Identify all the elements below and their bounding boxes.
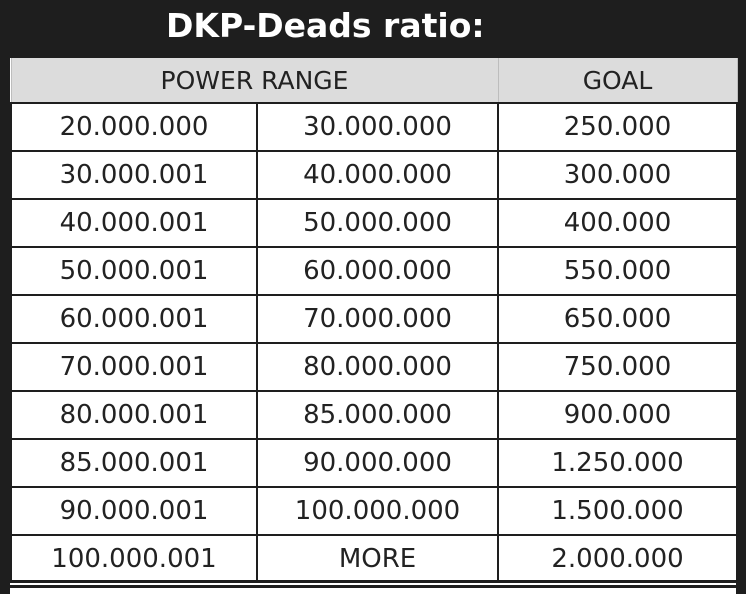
range-from-cell: 90.000.001 xyxy=(10,486,258,536)
dkp-ratio-image: DKP-Deads ratio: POWER RANGE GOAL 20.000… xyxy=(6,0,739,594)
goal-cell: 300.000 xyxy=(497,150,739,200)
ratio-table-container: POWER RANGE GOAL 20.000.000 30.000.000 2… xyxy=(10,58,739,594)
range-to-cell: 90.000.000 xyxy=(255,438,500,488)
range-to-cell: 60.000.000 xyxy=(255,246,500,296)
table-row: 90.000.001 100.000.000 1.500.000 xyxy=(10,486,739,536)
goal-cell: 1.250.000 xyxy=(497,438,739,488)
range-from-cell: 85.000.001 xyxy=(10,438,258,488)
goal-cell: 1.500.000 xyxy=(497,486,739,536)
table-header-row: POWER RANGE GOAL xyxy=(10,58,738,104)
table-row: 20.000.000 30.000.000 250.000 xyxy=(10,102,739,152)
table-row: 30.000.001 40.000.000 300.000 xyxy=(10,150,739,200)
range-to-cell: 70.000.000 xyxy=(255,294,500,344)
goal-cell: 550.000 xyxy=(497,246,739,296)
header-goal: GOAL xyxy=(497,58,738,104)
title-bar: DKP-Deads ratio: xyxy=(6,0,738,58)
range-to-cell: 80.000.000 xyxy=(255,342,500,392)
range-from-cell: 70.000.001 xyxy=(10,342,258,392)
goal-cell: 400.000 xyxy=(497,198,739,248)
table-row: 80.000.001 85.000.000 900.000 xyxy=(10,390,739,440)
ratio-table: POWER RANGE GOAL 20.000.000 30.000.000 2… xyxy=(10,58,739,584)
range-to-cell: 40.000.000 xyxy=(255,150,500,200)
range-from-cell: 100.000.001 xyxy=(10,534,258,584)
range-from-cell: 40.000.001 xyxy=(10,198,258,248)
table-row: 85.000.001 90.000.000 1.250.000 xyxy=(10,438,739,488)
range-to-cell: 100.000.000 xyxy=(255,486,500,536)
table-row: 50.000.001 60.000.000 550.000 xyxy=(10,246,739,296)
table-row: 60.000.001 70.000.000 650.000 xyxy=(10,294,739,344)
range-to-cell: 50.000.000 xyxy=(255,198,500,248)
table-row: 100.000.001 MORE 2.000.000 xyxy=(10,534,739,584)
table-row: 70.000.001 80.000.000 750.000 xyxy=(10,342,739,392)
goal-cell: 750.000 xyxy=(497,342,739,392)
range-to-cell: 30.000.000 xyxy=(255,102,500,152)
range-from-cell: 20.000.000 xyxy=(10,102,258,152)
page-title: DKP-Deads ratio: xyxy=(166,6,485,45)
table-row: 40.000.001 50.000.000 400.000 xyxy=(10,198,739,248)
range-from-cell: 80.000.001 xyxy=(10,390,258,440)
table-bottom-border xyxy=(10,580,736,588)
range-from-cell: 50.000.001 xyxy=(10,246,258,296)
goal-cell: 900.000 xyxy=(497,390,739,440)
range-to-cell: MORE xyxy=(255,534,500,584)
goal-cell: 2.000.000 xyxy=(497,534,739,584)
goal-cell: 250.000 xyxy=(497,102,739,152)
range-from-cell: 30.000.001 xyxy=(10,150,258,200)
header-power-range: POWER RANGE xyxy=(10,58,499,104)
goal-cell: 650.000 xyxy=(497,294,739,344)
range-from-cell: 60.000.001 xyxy=(10,294,258,344)
range-to-cell: 85.000.000 xyxy=(255,390,500,440)
